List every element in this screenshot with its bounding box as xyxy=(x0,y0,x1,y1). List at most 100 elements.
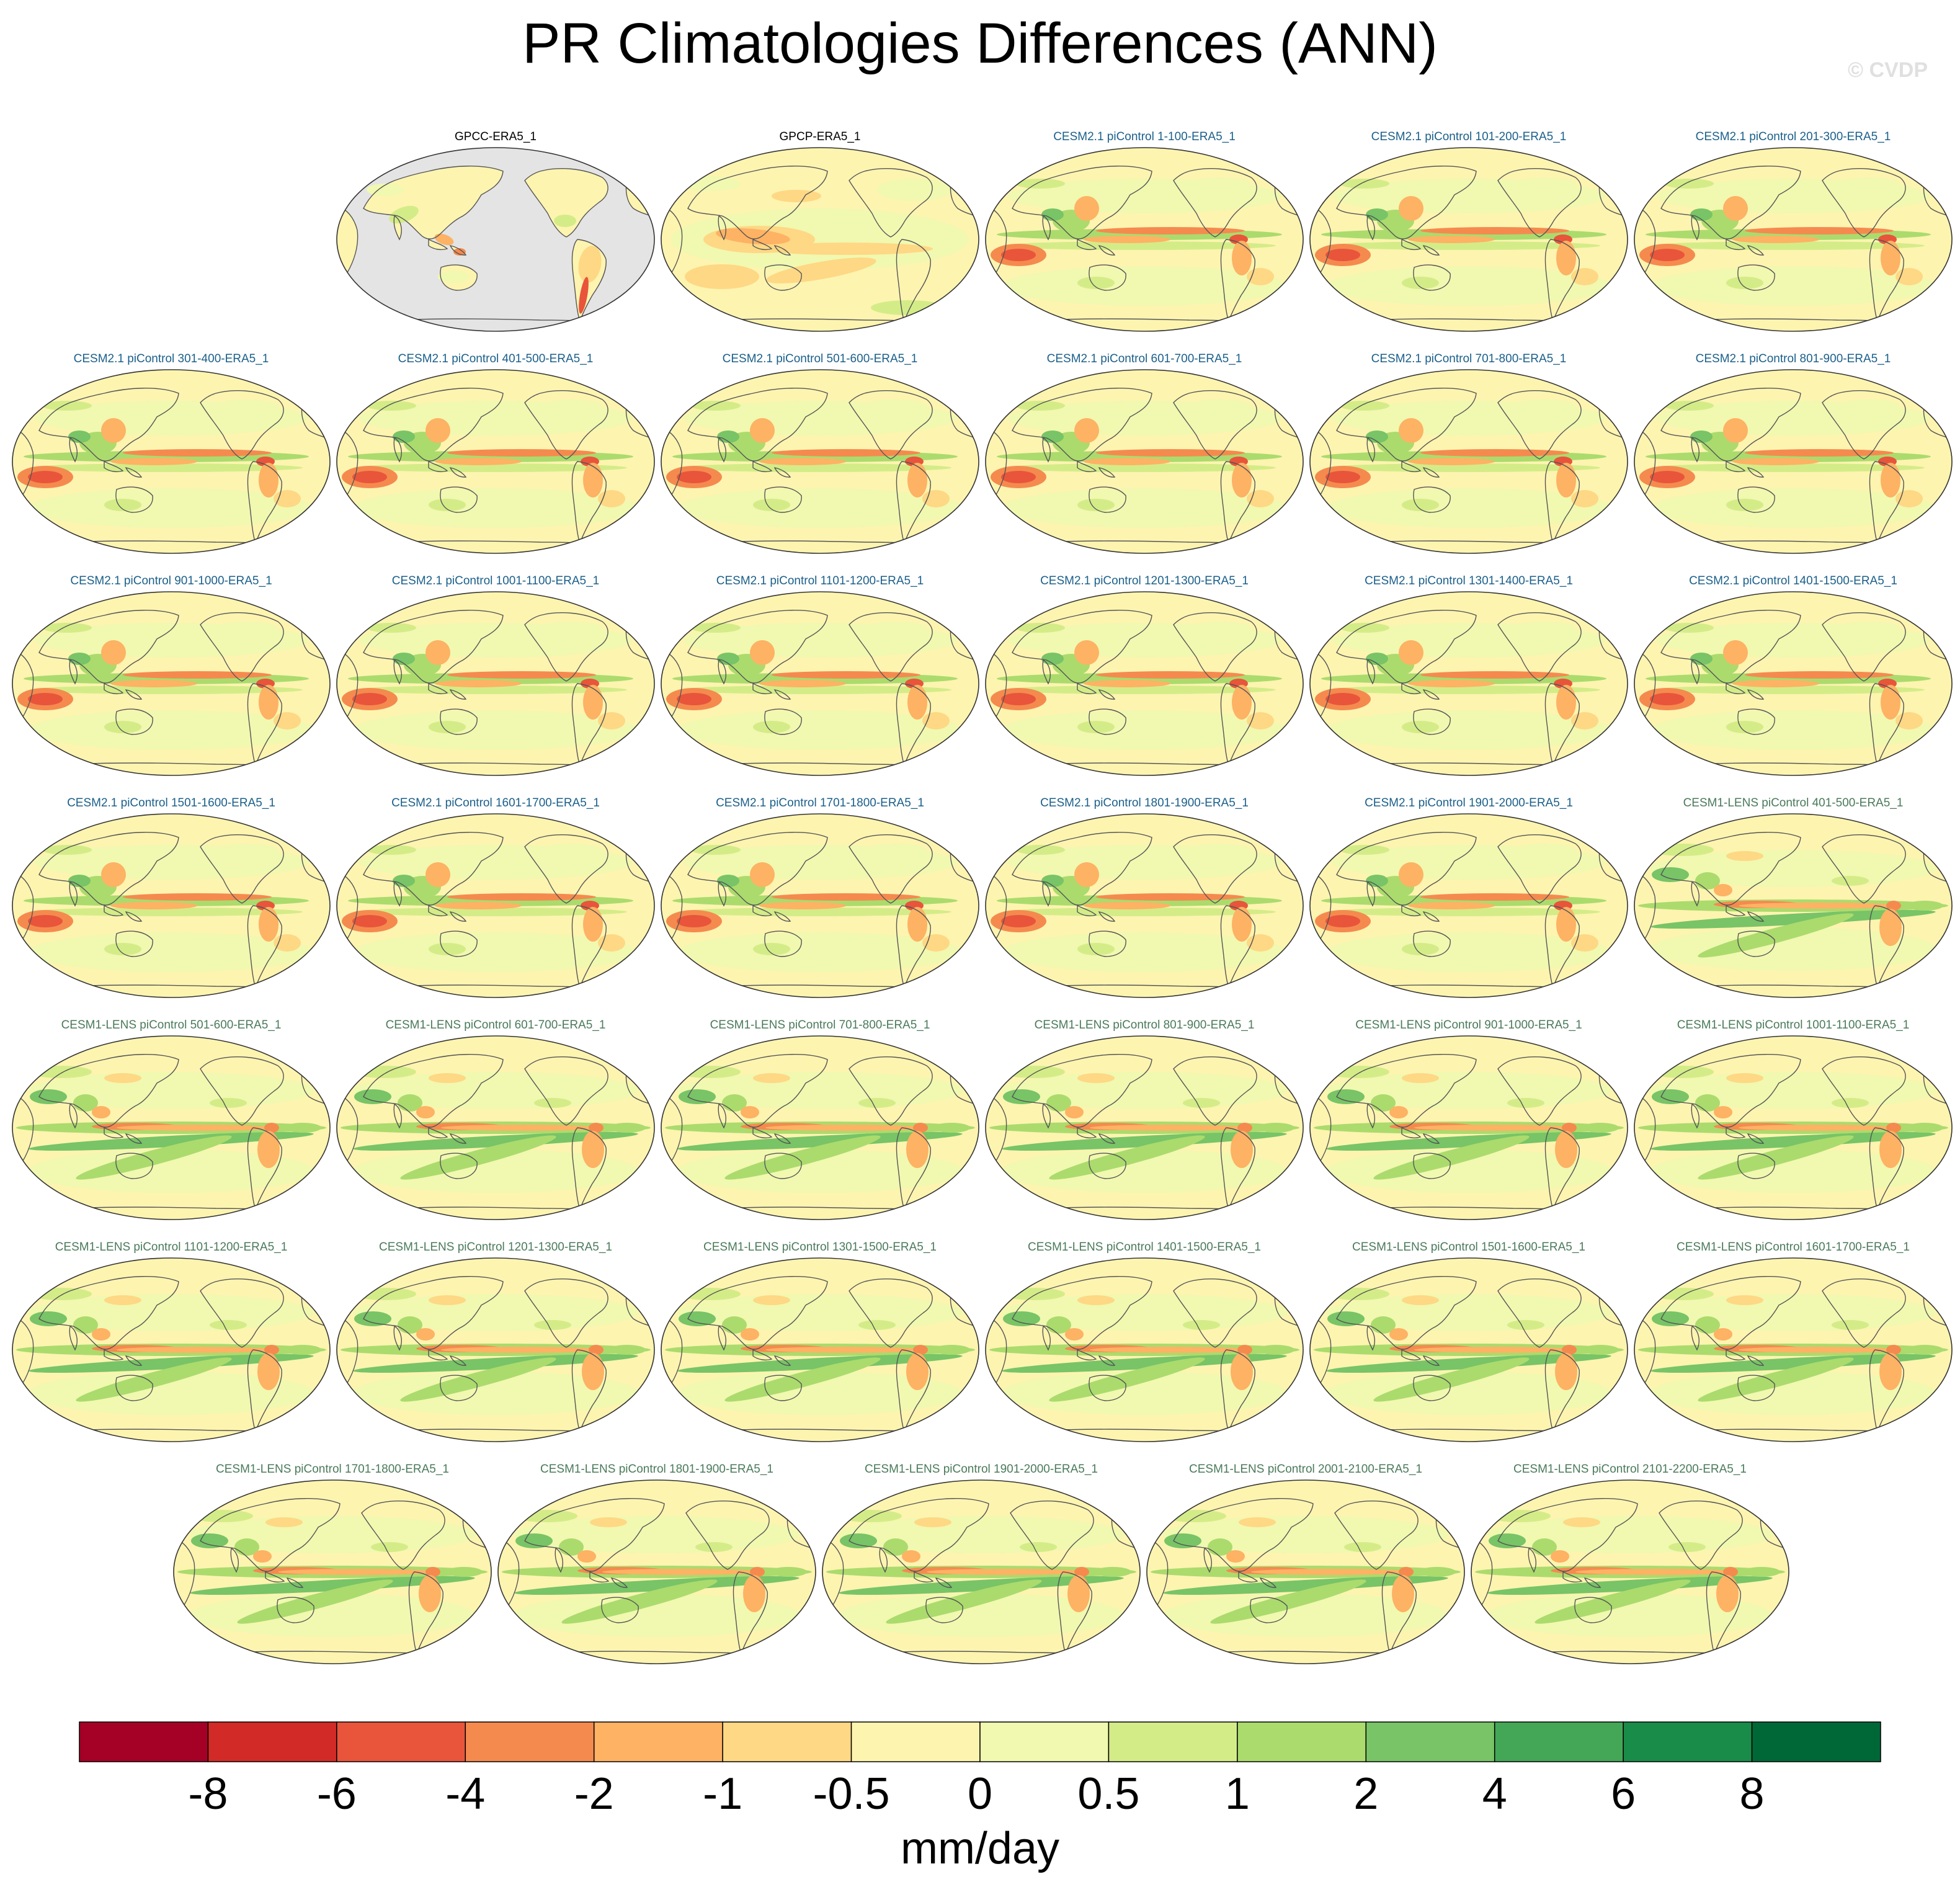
map-panel: CESM1-LENS piControl 1201-1300-ERA5_1 xyxy=(336,1241,656,1458)
world-map xyxy=(12,1035,331,1220)
panel-title: CESM1-LENS piControl 1001-1100-ERA5_1 xyxy=(1677,1019,1910,1032)
panel-title: CESM1-LENS piControl 401-500-ERA5_1 xyxy=(1683,796,1904,810)
panel-title: GPCC-ERA5_1 xyxy=(455,130,537,143)
panel-title: CESM2.1 piControl 1401-1500-ERA5_1 xyxy=(1689,574,1897,587)
map-panel: CESM2.1 piControl 501-600-ERA5_1 xyxy=(660,352,980,569)
world-map xyxy=(1309,147,1628,332)
world-map xyxy=(1309,813,1628,998)
world-map xyxy=(1634,591,1953,776)
world-map xyxy=(1309,1035,1628,1220)
map-panel: CESM2.1 piControl 401-500-ERA5_1 xyxy=(336,352,656,569)
world-map xyxy=(12,591,331,776)
colorbar-swatch xyxy=(1365,1721,1495,1762)
world-map xyxy=(1309,1257,1628,1442)
map-panel: CESM1-LENS piControl 901-1000-ERA5_1 xyxy=(1309,1019,1629,1236)
map-panel: CESM2.1 piControl 701-800-ERA5_1 xyxy=(1309,352,1629,569)
colorbar-swatch xyxy=(336,1721,466,1762)
world-map xyxy=(661,1035,979,1220)
world-map xyxy=(661,369,979,554)
panel-title: CESM1-LENS piControl 1501-1600-ERA5_1 xyxy=(1352,1241,1585,1254)
map-panel: CESM2.1 piControl 1101-1200-ERA5_1 xyxy=(660,574,980,792)
map-panel: CESM2.1 piControl 1701-1800-ERA5_1 xyxy=(660,796,980,1014)
world-map xyxy=(12,369,331,554)
panel-title: CESM2.1 piControl 201-300-ERA5_1 xyxy=(1695,130,1891,143)
map-panel: CESM2.1 piControl 1201-1300-ERA5_1 xyxy=(984,574,1304,792)
world-map xyxy=(12,813,331,998)
colorbar-swatch xyxy=(850,1721,981,1762)
colorbar-swatch xyxy=(1623,1721,1753,1762)
map-panel: CESM1-LENS piControl 1801-1900-ERA5_1 xyxy=(497,1463,817,1680)
panel-title: CESM2.1 piControl 701-800-ERA5_1 xyxy=(1371,352,1567,365)
map-panel: CESM1-LENS piControl 601-700-ERA5_1 xyxy=(336,1019,656,1236)
panel-title: CESM2.1 piControl 1701-1800-ERA5_1 xyxy=(716,796,924,810)
map-panel: CESM2.1 piControl 901-1000-ERA5_1 xyxy=(11,574,331,792)
map-panel: CESM2.1 piControl 1601-1700-ERA5_1 xyxy=(336,796,656,1014)
map-panel: CESM1-LENS piControl 1601-1700-ERA5_1 xyxy=(1633,1241,1953,1458)
panel-title: CESM1-LENS piControl 1201-1300-ERA5_1 xyxy=(379,1241,612,1254)
world-map xyxy=(661,813,979,998)
colorbar-tick-label: -2 xyxy=(574,1769,614,1819)
map-panel: CESM2.1 piControl 601-700-ERA5_1 xyxy=(984,352,1304,569)
world-map xyxy=(985,591,1304,776)
colorbar-swatch xyxy=(1108,1721,1238,1762)
colorbar-swatch xyxy=(207,1721,337,1762)
panel-title: CESM2.1 piControl 1101-1200-ERA5_1 xyxy=(716,574,924,587)
world-map xyxy=(1309,369,1628,554)
panel-title: CESM2.1 piControl 1501-1600-ERA5_1 xyxy=(67,796,275,810)
panel-title: CESM1-LENS piControl 901-1000-ERA5_1 xyxy=(1355,1019,1582,1032)
colorbar-swatch xyxy=(979,1721,1110,1762)
map-panel: CESM1-LENS piControl 401-500-ERA5_1 xyxy=(1633,796,1953,1014)
colorbar-tick-label: -1 xyxy=(703,1769,742,1819)
panel-title: CESM1-LENS piControl 601-700-ERA5_1 xyxy=(385,1019,606,1032)
map-panel: CESM1-LENS piControl 1401-1500-ERA5_1 xyxy=(984,1241,1304,1458)
world-map xyxy=(985,1257,1304,1442)
panel-title: CESM2.1 piControl 501-600-ERA5_1 xyxy=(722,352,918,365)
panel-title: CESM2.1 piControl 1201-1300-ERA5_1 xyxy=(1040,574,1249,587)
map-panel: CESM1-LENS piControl 1701-1800-ERA5_1 xyxy=(172,1463,492,1680)
map-panel: CESM1-LENS piControl 1101-1200-ERA5_1 xyxy=(11,1241,331,1458)
colorbar-tick-label: 6 xyxy=(1611,1769,1636,1819)
colorbar-swatch xyxy=(465,1721,595,1762)
world-map xyxy=(1634,369,1953,554)
panel-title: CESM2.1 piControl 1801-1900-ERA5_1 xyxy=(1040,796,1249,810)
map-panel: CESM2.1 piControl 101-200-ERA5_1 xyxy=(1309,130,1629,347)
panel-title: CESM2.1 piControl 1-100-ERA5_1 xyxy=(1053,130,1236,143)
world-map xyxy=(661,591,979,776)
map-panel: CESM1-LENS piControl 801-900-ERA5_1 xyxy=(984,1019,1304,1236)
colorbar-tick-label: 0 xyxy=(968,1769,992,1819)
map-panel: CESM2.1 piControl 301-400-ERA5_1 xyxy=(11,352,331,569)
panel-title: CESM2.1 piControl 901-1000-ERA5_1 xyxy=(70,574,272,587)
map-panel: CESM2.1 piControl 1001-1100-ERA5_1 xyxy=(336,574,656,792)
world-map xyxy=(1471,1479,1789,1664)
colorbar-swatch xyxy=(79,1721,209,1762)
world-map xyxy=(336,147,655,332)
world-map xyxy=(336,813,655,998)
map-panel: GPCP-ERA5_1 xyxy=(660,130,980,347)
panel-title: CESM1-LENS piControl 2101-2200-ERA5_1 xyxy=(1513,1463,1747,1476)
map-panel: CESM2.1 piControl 1901-2000-ERA5_1 xyxy=(1309,796,1629,1014)
panel-title: CESM1-LENS piControl 2001-2100-ERA5_1 xyxy=(1189,1463,1422,1476)
panel-title: CESM2.1 piControl 1001-1100-ERA5_1 xyxy=(391,574,600,587)
map-panel: CESM2.1 piControl 1401-1500-ERA5_1 xyxy=(1633,574,1953,792)
map-panel: CESM2.1 piControl 201-300-ERA5_1 xyxy=(1633,130,1953,347)
world-map xyxy=(985,369,1304,554)
colorbar-swatch xyxy=(1237,1721,1367,1762)
world-map xyxy=(1634,813,1953,998)
map-panel: CESM2.1 piControl 1501-1600-ERA5_1 xyxy=(11,796,331,1014)
colorbar-tick-label: 1 xyxy=(1225,1769,1250,1819)
map-panel: CESM1-LENS piControl 1501-1600-ERA5_1 xyxy=(1309,1241,1629,1458)
colorbar-tick-label: 2 xyxy=(1353,1769,1378,1819)
world-map xyxy=(661,1257,979,1442)
panel-title: CESM1-LENS piControl 1701-1800-ERA5_1 xyxy=(216,1463,449,1476)
panel-title: CESM1-LENS piControl 1901-2000-ERA5_1 xyxy=(865,1463,1098,1476)
panel-title: CESM2.1 piControl 1301-1400-ERA5_1 xyxy=(1365,574,1573,587)
map-panel: CESM1-LENS piControl 2101-2200-ERA5_1 xyxy=(1470,1463,1790,1680)
world-map xyxy=(1634,1035,1953,1220)
watermark: © CVDP xyxy=(1848,58,1928,82)
colorbar-tick-label: -8 xyxy=(188,1769,228,1819)
world-map xyxy=(12,1257,331,1442)
map-panel: CESM1-LENS piControl 1301-1500-ERA5_1 xyxy=(660,1241,980,1458)
world-map xyxy=(336,1257,655,1442)
panel-title: CESM2.1 piControl 401-500-ERA5_1 xyxy=(398,352,594,365)
panel-title: CESM1-LENS piControl 501-600-ERA5_1 xyxy=(61,1019,282,1032)
